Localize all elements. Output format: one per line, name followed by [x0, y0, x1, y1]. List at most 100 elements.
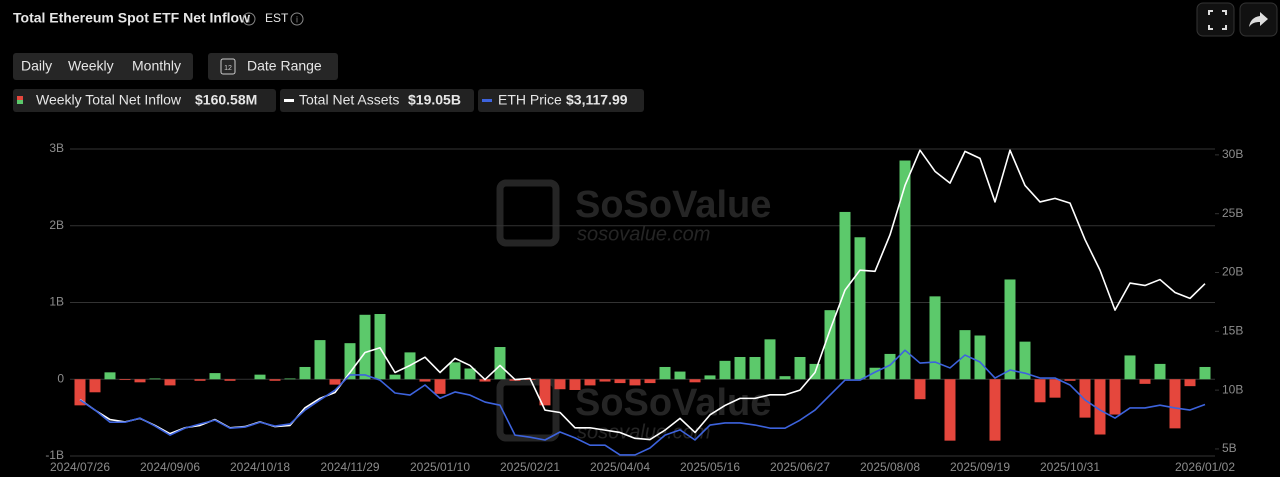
plot-area: -1B 0 1B 2B 3B 5B 10B 15B 20B 25B 30B 2024/07/26 202…	[45, 141, 1243, 474]
bar	[1094, 379, 1106, 435]
fullscreen-button[interactable]	[1196, 2, 1235, 37]
bar	[1169, 379, 1181, 429]
legend-marker	[17, 96, 23, 100]
bar	[899, 160, 911, 380]
y-tick-label: 1B	[49, 295, 64, 309]
bar	[224, 379, 236, 381]
bar	[944, 379, 956, 441]
bar	[554, 379, 566, 390]
period-switch	[13, 53, 193, 80]
bar	[1109, 379, 1121, 415]
period-button[interactable]: Daily	[21, 58, 52, 74]
legend-value: $3,117.99	[566, 92, 628, 108]
legend-marker	[284, 99, 294, 102]
bar	[449, 362, 461, 380]
bar	[119, 379, 131, 381]
bar	[584, 379, 596, 386]
bar	[74, 379, 86, 406]
x-tick-label: 2025/08/08	[860, 460, 920, 474]
legend-label: Total Net Assets	[299, 92, 399, 108]
x-tick-label: 2025/09/19	[950, 460, 1010, 474]
legend-chip[interactable]	[13, 89, 276, 112]
legend-chip[interactable]	[280, 89, 474, 112]
bar	[389, 374, 401, 380]
x-tick-label: 2025/02/21	[500, 460, 560, 474]
bar	[284, 378, 296, 380]
bar	[839, 211, 851, 380]
timezone: EST	[265, 11, 289, 25]
bar	[329, 379, 341, 385]
watermark-site: sosovalue.com	[577, 421, 710, 443]
bar	[734, 356, 746, 380]
bar	[314, 340, 326, 380]
x-tick-label: 2024/10/18	[230, 460, 290, 474]
bar	[1064, 379, 1076, 381]
bar	[689, 379, 701, 383]
bar	[869, 367, 881, 380]
bar	[194, 379, 206, 381]
watermark-site: sosovalue.com	[577, 223, 710, 245]
calendar-day: 12	[224, 65, 232, 72]
bar	[599, 379, 611, 382]
y2-tick-label: 30B	[1222, 147, 1243, 161]
fullscreen-icon	[1208, 10, 1227, 30]
bar	[629, 379, 641, 386]
bar	[569, 379, 581, 390]
info-glyph: i	[248, 14, 250, 24]
bar	[794, 356, 806, 380]
x-tick-label: 2026/01/02	[1175, 460, 1235, 474]
bar	[824, 310, 836, 380]
x-tick-label: 2025/04/04	[590, 460, 650, 474]
info-icon[interactable]	[242, 12, 256, 26]
y-tick-label: 2B	[49, 218, 64, 232]
bar	[704, 375, 716, 380]
bar	[764, 339, 776, 380]
bar	[929, 296, 941, 380]
date-range-label: Date Range	[247, 58, 322, 74]
bar	[254, 374, 266, 380]
legend-value: $160.58M	[195, 92, 257, 108]
x-tick-label: 2025/01/10	[410, 460, 470, 474]
bar	[1049, 379, 1061, 398]
bar	[854, 237, 866, 380]
x-tick-label: 2025/06/27	[770, 460, 830, 474]
bar	[659, 366, 671, 380]
y-tick-label: 0	[57, 371, 64, 385]
y-tick-label: 3B	[49, 141, 64, 155]
bar	[539, 379, 551, 406]
bar	[719, 360, 731, 380]
bar	[434, 379, 446, 394]
y-tick-label: -1B	[45, 448, 64, 462]
bar	[344, 343, 356, 380]
period-button[interactable]: Weekly	[68, 58, 114, 74]
y2-tick-label: 25B	[1222, 206, 1243, 220]
legend-value: $19.05B	[408, 92, 461, 108]
bar	[134, 379, 146, 383]
x-tick-label: 2024/07/26	[50, 460, 110, 474]
bar	[779, 376, 791, 380]
bar	[674, 371, 686, 380]
legend-marker	[17, 100, 23, 104]
x-tick-label: 2025/10/31	[1040, 460, 1100, 474]
bar	[1154, 363, 1166, 380]
date-range-button[interactable]	[208, 53, 338, 80]
bar	[914, 379, 926, 400]
share-icon	[1249, 12, 1268, 27]
bar	[104, 372, 116, 380]
bar	[464, 368, 476, 380]
period-button[interactable]: Monthly	[132, 58, 181, 74]
info-glyph: i	[296, 14, 298, 24]
bar	[149, 378, 161, 380]
y2-tick-label: 20B	[1222, 265, 1243, 279]
legend-chip[interactable]	[478, 89, 644, 112]
watermark-brand: SoSoValue	[575, 184, 771, 226]
legend-label: ETH Price	[498, 92, 562, 108]
watermark: SoSoValue sosovalue.com SoSoValue sosova…	[496, 179, 771, 443]
bar	[884, 353, 896, 380]
info-icon[interactable]	[290, 12, 304, 26]
legend-label: Weekly Total Net Inflow	[36, 92, 182, 108]
bar	[749, 356, 761, 380]
bar	[1019, 341, 1031, 380]
chart-title: Total Ethereum Spot ETF Net Inflow	[13, 10, 250, 26]
